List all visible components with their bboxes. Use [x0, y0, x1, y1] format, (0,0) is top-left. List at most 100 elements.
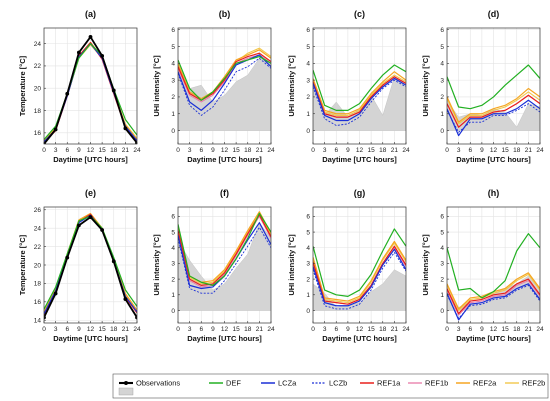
y-tick-label: 5 — [171, 44, 175, 51]
observation-point — [53, 291, 58, 296]
x-tick-label: 12 — [356, 326, 364, 333]
observation-band — [447, 99, 540, 131]
legend-box — [112, 373, 549, 399]
x-tick-label: 6 — [65, 326, 69, 333]
x-tick-label: 24 — [402, 326, 410, 333]
series-ref1a — [447, 94, 540, 128]
legend-label-ref2b: REF2b — [522, 379, 545, 388]
x-tick-label: 6 — [199, 147, 203, 154]
y-tick-label: 2 — [306, 276, 310, 283]
x-tick-label: 9 — [346, 147, 350, 154]
series-def — [313, 64, 406, 111]
x-tick-label: 6 — [334, 326, 338, 333]
panel-title: (d) — [488, 9, 500, 19]
x-tick-label: 12 — [221, 326, 229, 333]
x-tick-label: 15 — [99, 326, 107, 333]
x-tick-label: 15 — [233, 326, 241, 333]
x-tick-label: 9 — [480, 147, 484, 154]
y-tick-label: 2 — [306, 94, 310, 101]
y-tick-label: 18 — [34, 281, 42, 288]
observation-point — [65, 255, 70, 260]
y-axis-label: UHI intensity [°C] — [421, 55, 430, 117]
legend: Observations DEF LCZa LCZb REF1a REF1b REF2a RE… — [112, 373, 549, 399]
observation-point — [100, 53, 105, 58]
y-axis-label: UHI intensity [°C] — [152, 55, 161, 117]
legend-label-ref1a: REF1a — [377, 379, 401, 388]
plot-area — [178, 207, 271, 323]
x-tick-label: 12 — [356, 147, 364, 154]
x-tick-label: 24 — [133, 147, 141, 154]
x-tick-label: 18 — [244, 326, 252, 333]
series-ref1a — [447, 278, 540, 315]
x-tick-label: 0 — [176, 147, 180, 154]
observation-point — [123, 297, 128, 301]
y-tick-label: 3 — [440, 77, 444, 84]
plot-area — [313, 207, 406, 323]
x-axis-label: Daytime [UTC hours] — [456, 155, 531, 164]
y-tick-label: 4 — [171, 61, 175, 68]
x-tick-label: 24 — [267, 147, 275, 154]
y-tick-label: 20 — [34, 262, 42, 269]
series-ref1b — [447, 280, 540, 316]
x-tick-label: 21 — [256, 147, 264, 154]
y-axis-label: Temperature [°C] — [18, 234, 27, 295]
y-axis-label: Temperature [°C] — [18, 55, 27, 116]
x-tick-label: 18 — [244, 147, 252, 154]
y-axis-label: UHI intensity [°C] — [152, 234, 161, 296]
panel-title: (h) — [488, 188, 500, 198]
series-def — [447, 233, 540, 299]
legend-label-ref2a: REF2a — [473, 379, 497, 388]
y-tick-label: 1 — [171, 111, 175, 118]
observation-point — [111, 88, 116, 93]
y-tick-label: 0 — [171, 308, 175, 315]
series-ref2b — [447, 91, 540, 125]
x-axis-label: Daytime [UTC hours] — [322, 155, 397, 164]
y-tick-label: 0 — [306, 308, 310, 315]
series-lcza — [447, 99, 540, 137]
legend-label-lcza: LCZa — [278, 379, 297, 388]
x-tick-label: 6 — [468, 326, 472, 333]
y-tick-label: 4 — [171, 245, 175, 252]
y-tick-label: 2 — [171, 94, 175, 101]
y-tick-label: 0 — [171, 128, 175, 135]
panel-title: (c) — [354, 9, 365, 19]
x-tick-label: 3 — [323, 147, 327, 154]
y-tick-label: 3 — [306, 77, 310, 84]
plot-area — [44, 207, 137, 323]
y-tick-label: 5 — [171, 229, 175, 236]
series-lczb — [178, 226, 271, 294]
y-tick-label: 22 — [34, 244, 42, 251]
y-tick-label: 1 — [440, 111, 444, 118]
series-lczb — [313, 252, 406, 310]
observation-point — [44, 315, 46, 320]
series-lcza — [178, 54, 271, 111]
y-tick-label: 1 — [306, 292, 310, 299]
y-tick-label: 0 — [440, 128, 444, 135]
x-tick-label: 21 — [391, 326, 399, 333]
series-lcza — [313, 77, 406, 122]
x-tick-label: 6 — [199, 326, 203, 333]
series-ref2a — [313, 71, 406, 115]
x-axis-label: Daytime [UTC hours] — [456, 334, 531, 343]
x-tick-label: 3 — [188, 147, 192, 154]
series-ref2b — [178, 212, 271, 285]
x-tick-label: 0 — [311, 326, 315, 333]
x-tick-label: 18 — [110, 326, 118, 333]
x-tick-label: 6 — [65, 147, 69, 154]
x-tick-label: 9 — [480, 326, 484, 333]
plot-area — [178, 28, 271, 144]
series-ref2b — [313, 74, 406, 116]
y-tick-label: 1 — [171, 292, 175, 299]
x-tick-label: 3 — [188, 326, 192, 333]
y-tick-label: 2 — [171, 276, 175, 283]
y-tick-label: 3 — [440, 261, 444, 268]
series-lczb — [313, 79, 406, 126]
x-tick-label: 24 — [267, 326, 275, 333]
series-lcza — [313, 248, 406, 307]
x-tick-label: 21 — [122, 326, 130, 333]
y-tick-label: 16 — [34, 130, 42, 137]
